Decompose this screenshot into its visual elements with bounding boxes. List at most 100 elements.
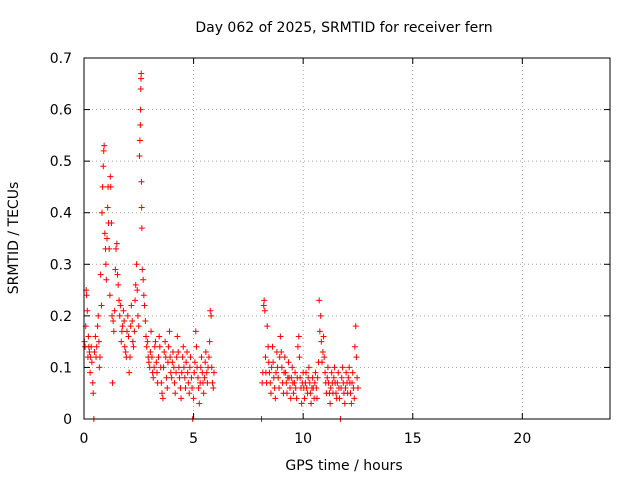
data-point — [282, 369, 289, 376]
data-point — [168, 374, 175, 381]
data-point — [178, 369, 185, 376]
data-point — [270, 359, 277, 366]
y-tick-label: 0 — [63, 412, 72, 428]
data-point — [200, 390, 207, 397]
data-point — [109, 379, 116, 386]
data-point — [112, 266, 119, 273]
data-point — [177, 385, 184, 392]
data-point — [132, 281, 139, 288]
data-point — [106, 292, 113, 299]
data-point — [141, 302, 148, 309]
data-point — [87, 354, 94, 361]
data-point — [173, 354, 180, 361]
data-point — [153, 359, 160, 366]
data-point — [187, 354, 194, 361]
data-point — [209, 379, 216, 386]
data-point — [122, 348, 129, 355]
data-point — [191, 359, 198, 366]
data-point — [351, 395, 358, 402]
y-tick-label: 0.6 — [50, 103, 72, 119]
data-point — [313, 385, 320, 392]
data-point — [317, 312, 324, 319]
data-point — [119, 323, 126, 330]
data-point — [305, 364, 312, 371]
data-point — [116, 297, 123, 304]
data-point — [128, 302, 135, 309]
x-tick-label: 20 — [513, 431, 531, 447]
data-point — [272, 395, 279, 402]
data-point — [138, 70, 145, 77]
data-point — [343, 369, 350, 376]
x-tick-label: 5 — [189, 431, 198, 447]
data-point — [116, 312, 123, 319]
data-point — [129, 338, 136, 345]
data-point — [264, 323, 271, 330]
data-point — [351, 343, 358, 350]
data-point — [339, 364, 346, 371]
data-point — [188, 374, 195, 381]
data-point — [176, 374, 183, 381]
data-point — [108, 220, 115, 227]
data-point — [107, 183, 114, 190]
data-point — [100, 163, 107, 170]
data-point — [136, 137, 143, 144]
data-point — [267, 390, 274, 397]
y-tick-label: 0.2 — [50, 309, 72, 325]
data-point — [102, 261, 109, 268]
data-point — [184, 348, 191, 355]
data-point — [163, 374, 170, 381]
data-point — [174, 333, 181, 340]
data-point — [354, 385, 361, 392]
x-tick-label: 0 — [80, 431, 89, 447]
data-point — [261, 297, 268, 304]
y-tick-label: 0.1 — [50, 360, 72, 376]
data-point — [131, 328, 138, 335]
data-point — [198, 354, 205, 361]
data-point — [283, 390, 290, 397]
data-point — [165, 343, 172, 350]
data-point — [140, 292, 147, 299]
data-point — [303, 369, 310, 376]
data-point — [294, 343, 301, 350]
data-point — [99, 183, 106, 190]
data-point — [96, 364, 103, 371]
data-point — [143, 343, 150, 350]
data-point — [127, 323, 134, 330]
data-point — [148, 354, 155, 361]
data-point — [311, 379, 318, 386]
data-point — [314, 374, 321, 381]
data-point — [202, 348, 209, 355]
data-point — [210, 369, 217, 376]
data-point — [341, 400, 348, 407]
data-point — [192, 328, 199, 335]
data-point — [96, 354, 103, 361]
y-tick-label: 0.5 — [50, 154, 72, 170]
data-point — [159, 395, 166, 402]
data-point — [144, 338, 151, 345]
data-point — [137, 85, 144, 92]
data-point — [140, 276, 147, 283]
data-point — [127, 354, 134, 361]
data-point — [301, 395, 308, 402]
data-point — [155, 354, 162, 361]
data-point — [289, 364, 296, 371]
data-point — [196, 400, 203, 407]
y-tick-label: 0.3 — [50, 257, 72, 273]
data-point — [175, 348, 182, 355]
data-point — [262, 354, 269, 361]
data-point — [349, 379, 356, 386]
data-point — [278, 364, 285, 371]
data-point — [197, 364, 204, 371]
tick-labels: 0 5 10 15 20 0 0.1 0.2 0.3 0.4 0.5 0.6 0.7 — [50, 51, 532, 447]
data-point — [129, 318, 136, 325]
y-tick-label: 0.4 — [50, 206, 72, 222]
data-point — [87, 369, 94, 376]
data-point — [321, 354, 328, 361]
data-point — [98, 302, 105, 309]
data-points — [81, 70, 361, 422]
data-point — [278, 348, 285, 355]
data-point — [303, 385, 310, 392]
data-point — [137, 122, 144, 129]
data-point — [88, 343, 95, 350]
data-point — [283, 379, 290, 386]
